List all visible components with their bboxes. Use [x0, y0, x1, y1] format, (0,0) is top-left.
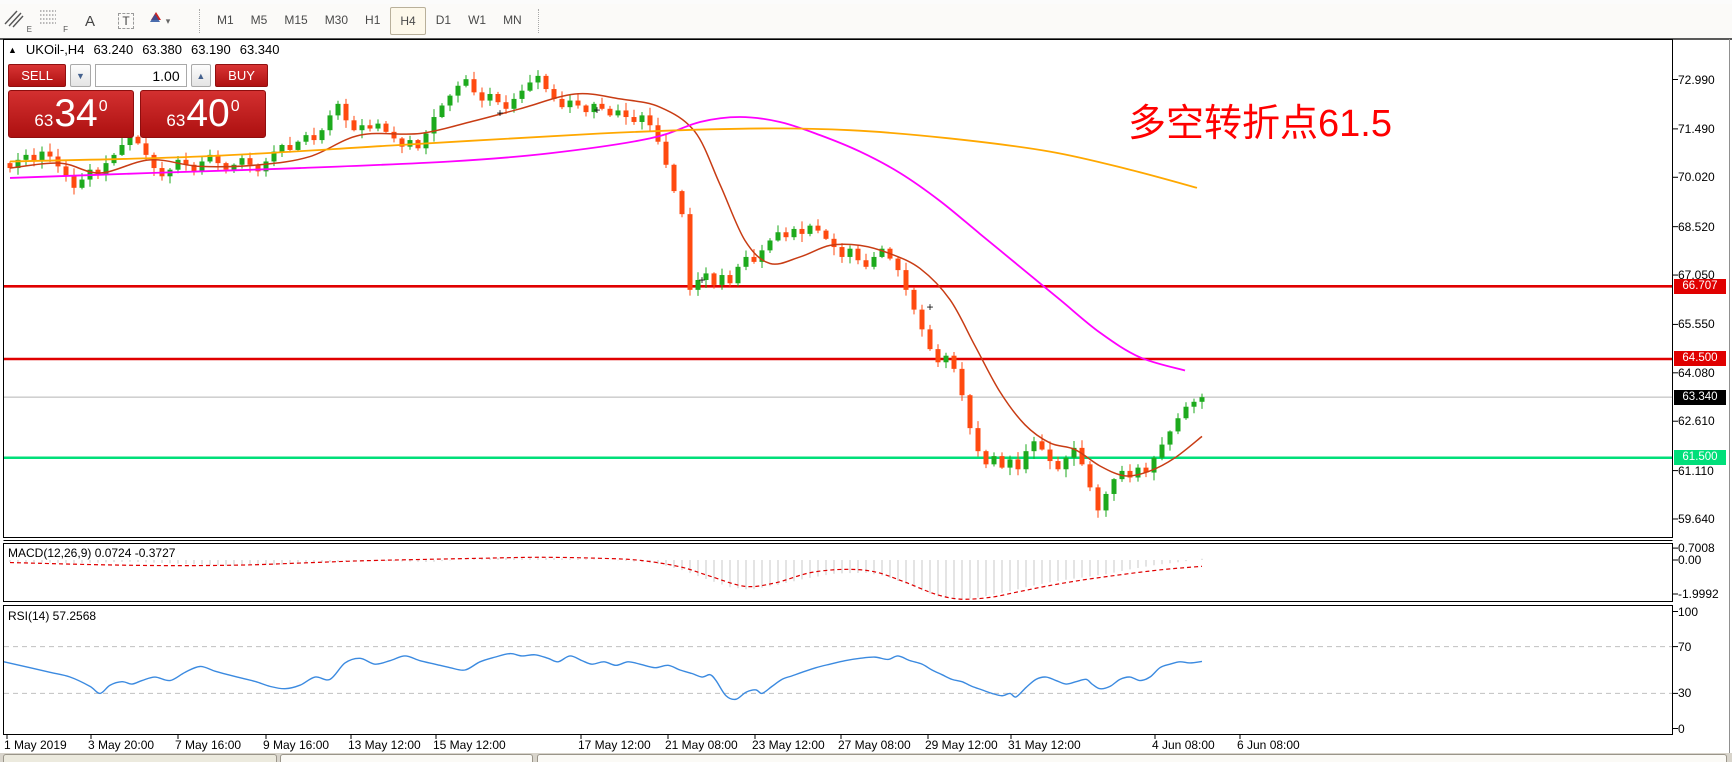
price-level-label: 61.500	[1674, 450, 1726, 466]
timeframe-button-m15[interactable]: M15	[284, 13, 308, 27]
rsi-axis-label: 100	[1678, 604, 1699, 619]
macd-axis-label: 0.7008	[1678, 541, 1715, 556]
doji-plus-mark: +	[698, 273, 705, 287]
timeframe-button-mn[interactable]: MN	[503, 13, 522, 27]
time-axis-label: 6 Jun 08:00	[1237, 738, 1300, 752]
macd-axis-label: -1.9992	[1678, 586, 1719, 601]
chart-tabs-bar	[0, 753, 1732, 762]
price-level-label: 66.707	[1674, 278, 1726, 294]
bar-open: 63.240	[93, 42, 134, 57]
price-axis-label: 64.080	[1678, 365, 1715, 380]
buy-price-main: 40	[186, 92, 230, 135]
time-axis-label: 4 Jun 08:00	[1152, 738, 1215, 752]
arrows-tool-icon[interactable]: ▾	[147, 8, 187, 34]
price-axis-label: 71.490	[1678, 121, 1715, 136]
sell-price-box[interactable]: 63 34 0	[8, 90, 134, 138]
buy-price-pip: 0	[230, 98, 240, 115]
time-axis-label: 17 May 12:00	[578, 738, 651, 752]
doji-plus-mark: +	[593, 103, 600, 117]
rsi-axis-label: 30	[1678, 686, 1692, 701]
doji-plus-mark: +	[926, 300, 933, 314]
text-tool-icon[interactable]: A	[84, 12, 95, 30]
buy-price-box[interactable]: 63 40 0	[140, 90, 266, 138]
timeframe-button-h4[interactable]: H4	[390, 7, 426, 35]
toolbar-separator	[537, 9, 540, 33]
time-axis-label: 7 May 16:00	[175, 738, 242, 752]
chart-tab[interactable]	[537, 754, 1727, 762]
symbol-collapse-arrow-icon[interactable]: ▲	[8, 44, 17, 55]
lines-tool-icon[interactable]: E	[3, 8, 33, 34]
current-price-label: 63.340	[1674, 389, 1726, 405]
price-axis-label: 67.050	[1678, 268, 1715, 283]
sell-button[interactable]: SELL	[8, 64, 67, 87]
time-axis-label: 27 May 08:00	[838, 738, 911, 752]
fibonacci-tool-icon[interactable]: F	[39, 8, 69, 34]
macd-axis-label: 0.00	[1678, 553, 1702, 567]
time-axis-label: 21 May 08:00	[665, 738, 738, 752]
bar-high: 63.380	[142, 42, 182, 57]
toolbar-separator	[199, 9, 201, 33]
chart-tab[interactable]	[3, 754, 277, 762]
time-axis-label: 3 May 20:00	[88, 738, 155, 752]
symbol-name: UKOil-,H4	[25, 42, 85, 57]
time-axis-label: 1 May 2019	[4, 738, 67, 752]
timeframe-button-d1[interactable]: D1	[435, 13, 452, 27]
buy-price-base: 63	[166, 111, 186, 130]
price-axis-label: 59.640	[1678, 511, 1715, 526]
chart-tab[interactable]	[280, 754, 533, 762]
macd-indicator-label: MACD(12,26,9) 0.0724 -0.3727	[8, 546, 176, 560]
rsi-axis-label: 0	[1678, 721, 1685, 736]
time-axis-label: 13 May 12:00	[348, 738, 421, 752]
price-axis-label: 62.610	[1678, 414, 1715, 429]
bar-low: 63.190	[190, 42, 231, 57]
fibonacci-tool-badge: F	[63, 25, 68, 34]
arrows-dropdown-caret-icon[interactable]: ▾	[165, 15, 171, 26]
sell-price-main: 34	[54, 92, 98, 135]
label-tool-icon[interactable]: T	[111, 8, 141, 34]
time-axis-label: 29 May 12:00	[925, 738, 998, 752]
volume-increase-button[interactable]: ▲	[190, 64, 212, 87]
volume-input[interactable]	[94, 64, 187, 87]
buy-button[interactable]: BUY	[215, 64, 268, 87]
lines-tool-badge: E	[26, 25, 32, 34]
timeframe-button-m1[interactable]: M1	[217, 13, 234, 27]
chart-text-annotation: 多空转折点61.5	[1128, 103, 1392, 145]
price-level-label: 64.500	[1674, 351, 1726, 367]
doji-plus-mark: +	[496, 106, 503, 120]
sell-price-pip: 0	[98, 98, 108, 115]
time-axis-label: 15 May 12:00	[433, 738, 506, 752]
price-axis-label: 68.520	[1678, 219, 1715, 234]
symbol-info-bar: ▲ UKOil-,H4 63.240 63.380 63.190 63.340	[8, 42, 280, 57]
timeframe-buttons: M1 M5 M15 M30 H1 H4 D1 W1 MN	[210, 7, 529, 35]
price-axis-label: 70.020	[1678, 170, 1715, 185]
volume-decrease-button[interactable]: ▼	[70, 64, 91, 87]
timeframe-button-w1[interactable]: W1	[468, 13, 487, 27]
sell-price-base: 63	[34, 111, 54, 130]
time-axis-label: 23 May 12:00	[752, 738, 825, 752]
price-axis-label: 61.110	[1678, 463, 1714, 478]
price-axis-label: 65.550	[1678, 317, 1715, 332]
time-axis-label: 31 May 12:00	[1008, 738, 1081, 752]
price-axis-label: 72.990	[1678, 72, 1715, 87]
time-axis-label: 9 May 16:00	[263, 738, 330, 752]
timeframe-button-h1[interactable]: H1	[365, 13, 381, 27]
one-click-trade-panel: SELL ▼ ▲ BUY 63 34 0 63 40 0	[8, 64, 268, 138]
bar-close: 63.340	[239, 42, 280, 57]
rsi-indicator-label: RSI(14) 57.2568	[8, 609, 97, 623]
rsi-axis-label: 70	[1678, 639, 1692, 654]
timeframe-button-m30[interactable]: M30	[324, 13, 349, 27]
timeframe-button-m5[interactable]: M5	[250, 13, 268, 27]
